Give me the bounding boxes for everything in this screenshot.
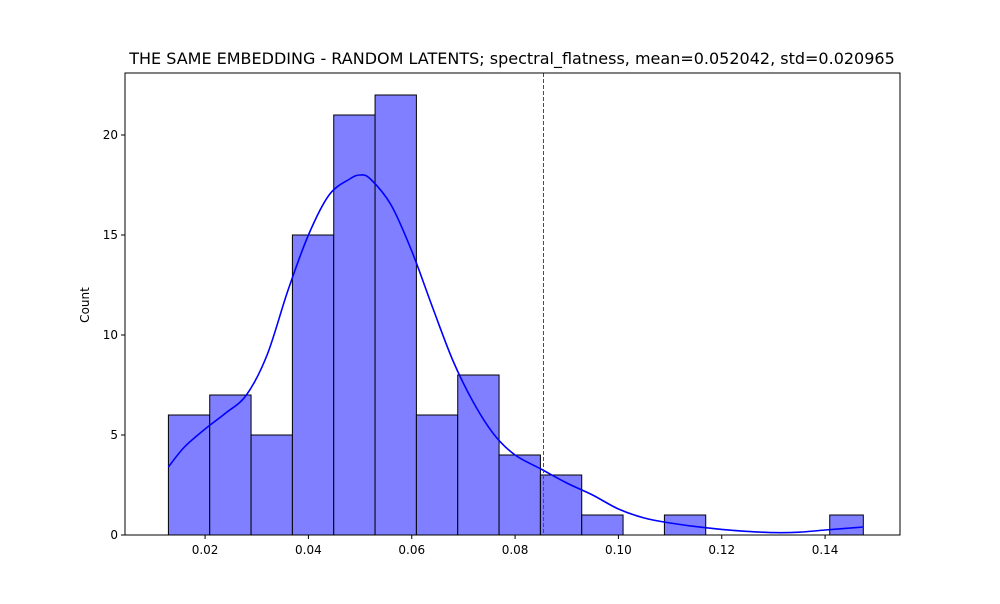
histogram-bar — [374, 94, 417, 536]
x-tick-label: 0.08 — [502, 543, 529, 557]
x-tick-label: 0.02 — [192, 543, 219, 557]
histogram-bars — [167, 94, 864, 536]
x-tick-label: 0.04 — [295, 543, 322, 557]
kde-layer — [167, 174, 864, 534]
y-tick-label: 15 — [103, 228, 118, 242]
histogram-bar — [457, 374, 500, 536]
histogram-bar — [581, 514, 624, 536]
plot-frame — [124, 72, 901, 536]
y-tick-label: 10 — [103, 328, 118, 342]
histogram-bar — [167, 414, 211, 536]
x-tick-label: 0.12 — [708, 543, 735, 557]
x-tick-label: 0.14 — [812, 543, 839, 557]
histogram-bar — [291, 234, 335, 536]
y-tick-label: 20 — [103, 128, 118, 142]
y-tick-label: 0 — [110, 528, 118, 542]
chart-title: THE SAME EMBEDDING - RANDOM LATENTS; spe… — [128, 49, 895, 69]
histogram-bar — [415, 414, 459, 536]
kde-curve — [167, 174, 864, 534]
histogram-bar — [498, 454, 541, 536]
y-tick-label: 5 — [110, 428, 118, 442]
histogram-bar — [250, 434, 293, 536]
y-axis-label: Count — [78, 287, 92, 323]
x-tick-label: 0.06 — [398, 543, 425, 557]
histogram-bar — [829, 514, 864, 536]
y-axis: 0 5 10 15 20 — [103, 128, 125, 542]
x-axis: 0.02 0.04 0.06 0.08 0.10 0.12 0.14 — [192, 535, 839, 557]
x-tick-label: 0.10 — [605, 543, 632, 557]
histogram-bar — [209, 394, 252, 536]
histogram-bar — [539, 474, 583, 536]
